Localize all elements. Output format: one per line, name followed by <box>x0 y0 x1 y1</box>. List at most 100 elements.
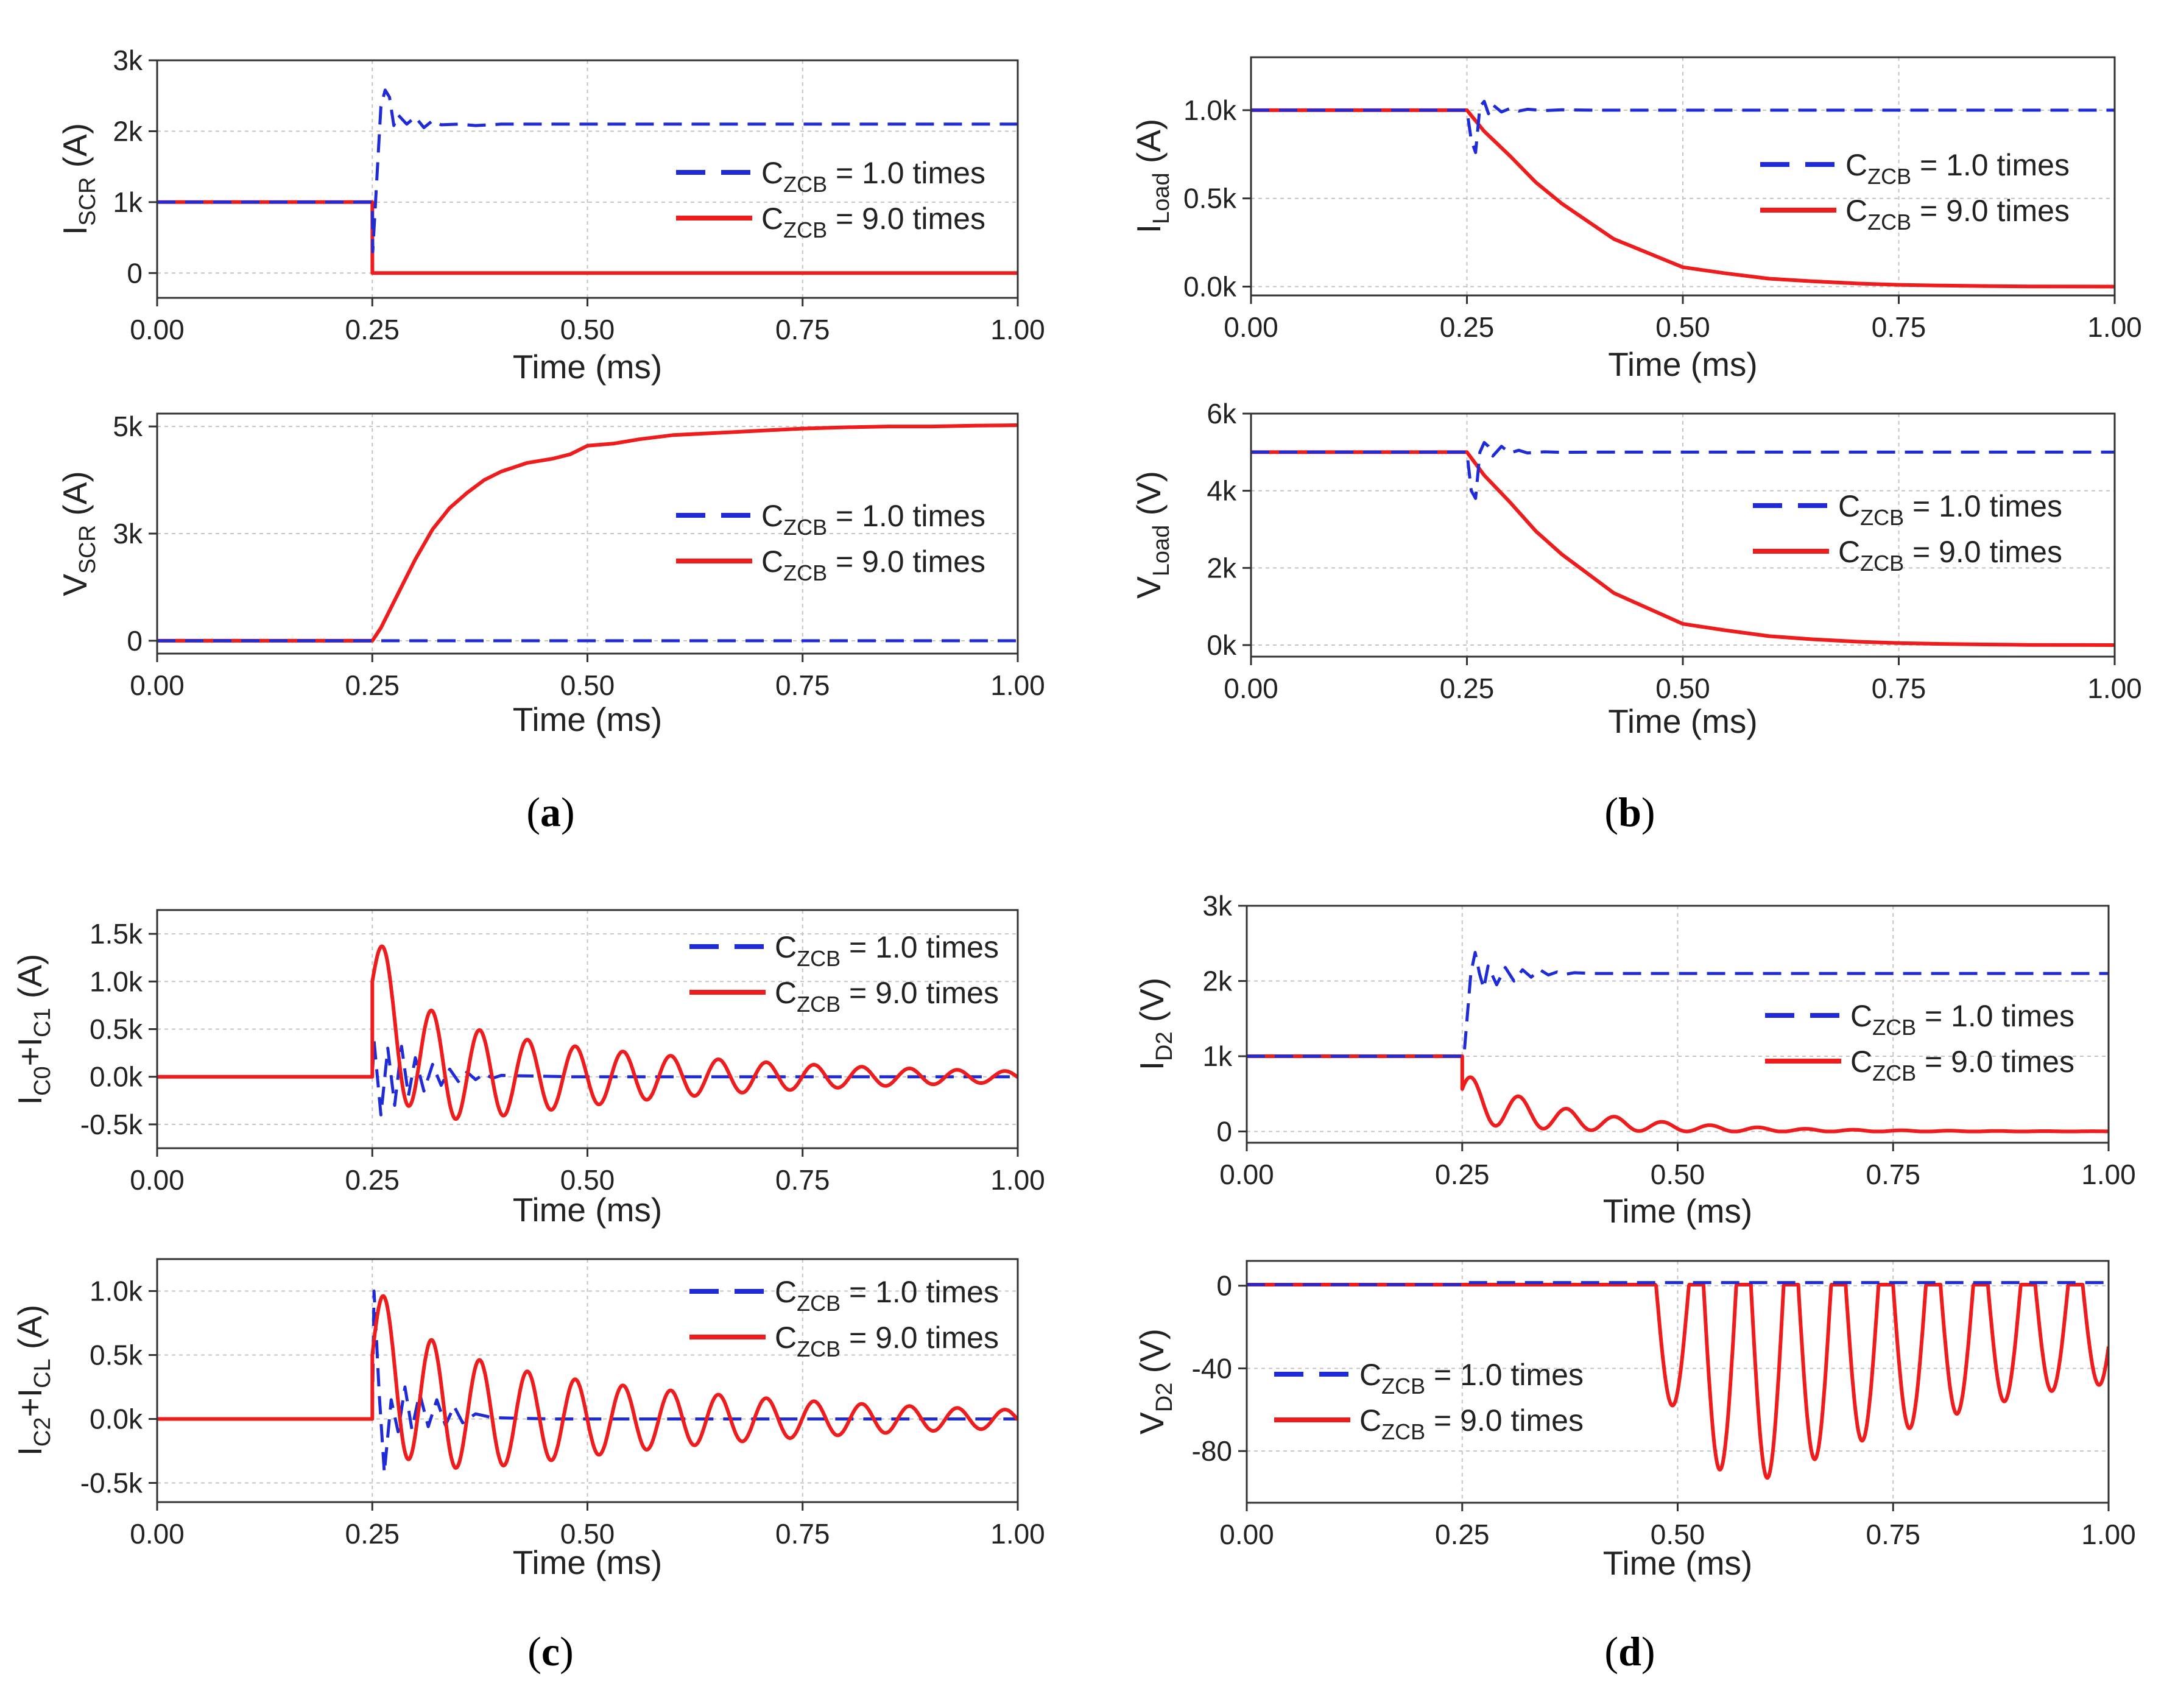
legend-label: CZCB = 1.0 times <box>1845 148 2070 189</box>
axis-ticks: 0.00 0.25 0.50 0.75 1.00 -0.5k 0.0k 0.5k 1.0k <box>80 1276 1045 1550</box>
x-tick-label: 0.50 <box>1655 672 1710 704</box>
panel-letter-b: b <box>1618 789 1641 835</box>
ylabel-suffix: (A) <box>11 954 49 1008</box>
y-axis-label: ISCR (A) <box>56 123 100 235</box>
ylabel-suffix: (A) <box>11 1305 49 1359</box>
y-tick-label: 0.0k <box>90 1061 143 1093</box>
series-group <box>1251 99 2115 289</box>
series-line-czcb-1 <box>1247 951 2109 1058</box>
x-tick-label: 0.00 <box>130 669 185 701</box>
x-axis-label: Time (ms) <box>1603 1192 1752 1230</box>
y-axis-label: VD2 (V) <box>1133 1329 1177 1435</box>
x-tick-label: 0.00 <box>1219 1519 1274 1550</box>
series-group <box>157 88 1018 275</box>
y-tick-label: 0k <box>1207 629 1237 661</box>
x-tick-label: 1.00 <box>990 1518 1045 1550</box>
series-line-czcb-9 <box>157 200 1018 275</box>
axis-ticks: 0.00 0.25 0.50 0.75 1.00 -0.5k 0.0k 0.5k 1.0k 1.5… <box>80 918 1045 1196</box>
ylabel-main: V <box>56 574 94 596</box>
x-tick-label: 0.75 <box>775 1164 830 1196</box>
legend-entry-2: CZCB = 9.0 times <box>689 1321 999 1361</box>
panel-letter-c: c <box>541 1628 560 1674</box>
legend-entry-2: CZCB = 9.0 times <box>1274 1403 1584 1444</box>
y-tick-label: 0 <box>127 625 143 657</box>
legend-label: CZCB = 9.0 times <box>775 976 999 1017</box>
x-tick-label: 0.00 <box>1224 311 1278 343</box>
x-tick-label: 0.25 <box>1435 1159 1490 1190</box>
x-tick-label: 0.75 <box>1866 1519 1920 1550</box>
chart-panel-c-top: 0.00 0.25 0.50 0.75 1.00 -0.5k 0.0k 0.5k 1.0k 1.5… <box>11 909 1045 1229</box>
series-line-czcb-9 <box>1251 108 2115 289</box>
ylabel-sub: Load <box>1149 172 1174 224</box>
y-tick-label: 3k <box>113 44 143 76</box>
x-tick-label: 0.50 <box>560 1518 615 1550</box>
x-tick-label: 0.25 <box>345 1518 400 1550</box>
legend-label: CZCB = 9.0 times <box>1845 194 2070 235</box>
y-tick-label: 1.5k <box>90 918 143 950</box>
panel-letter-a: a <box>540 789 561 835</box>
ylabel-main: V <box>1133 1412 1171 1435</box>
x-tick-label: 0.50 <box>1651 1519 1705 1550</box>
legend-entry-1: CZCB = 1.0 times <box>689 1275 999 1316</box>
legend-label: CZCB = 9.0 times <box>775 1321 999 1361</box>
y-tick-label: 0 <box>1216 1115 1232 1147</box>
series-line-czcb-1 <box>157 88 1018 253</box>
axis-ticks: 0.00 0.25 0.50 0.75 1.00 0 1k 2k 3k <box>113 44 1045 345</box>
panel-label-c: (c) <box>527 1628 574 1674</box>
series-group <box>1247 1281 2109 1480</box>
x-tick-label: 1.00 <box>990 314 1045 345</box>
x-tick-label: 1.00 <box>990 1164 1045 1196</box>
series-line-czcb-1 <box>1247 1281 2109 1286</box>
series-line-czcb-1 <box>157 1039 1018 1117</box>
y-axis-label: VLoad (V) <box>1130 471 1174 599</box>
x-tick-label: 0.25 <box>1440 311 1495 343</box>
legend-entry-1: CZCB = 1.0 times <box>1753 489 2062 530</box>
ylabel-main: V <box>1130 576 1168 599</box>
x-axis-label: Time (ms) <box>1608 702 1757 740</box>
legend-entry-1: CZCB = 1.0 times <box>689 930 999 971</box>
x-tick-label: 0.25 <box>345 1164 400 1196</box>
series-line-czcb-1 <box>157 1290 1018 1475</box>
series-group <box>157 944 1018 1121</box>
y-axis-label: IC2+ICL (A) <box>11 1305 55 1456</box>
x-tick-label: 1.00 <box>990 669 1045 701</box>
x-tick-label: 0.00 <box>130 314 185 345</box>
x-tick-label: 0.25 <box>345 669 400 701</box>
y-tick-label: 0.0k <box>1183 271 1237 303</box>
series-line-czcb-9 <box>1251 450 2115 647</box>
x-tick-label: 0.50 <box>1651 1159 1705 1190</box>
x-tick-label: 0.75 <box>1872 311 1926 343</box>
y-axis-label: IC0+IC1 (A) <box>11 954 55 1105</box>
grid-lines <box>157 414 1018 654</box>
panel-label-a: (a) <box>526 789 574 835</box>
x-tick-label: 0.75 <box>775 1518 830 1550</box>
x-tick-label: 0.25 <box>1435 1519 1490 1550</box>
x-tick-label: 0.00 <box>130 1164 185 1196</box>
series-line-czcb-9 <box>1247 1283 2109 1480</box>
legend: CZCB = 1.0 times CZCB = 9.0 times <box>1760 148 2070 235</box>
ylabel-main: I <box>1130 224 1168 233</box>
x-tick-label: 0.75 <box>1866 1159 1920 1190</box>
y-tick-label: 1k <box>113 186 143 218</box>
series-line-czcb-9 <box>157 423 1018 643</box>
ylabel-main: I <box>11 1096 49 1105</box>
chart-panel-a-top: 0.00 0.25 0.50 0.75 1.00 0 1k 2k 3k Time (ms) IS… <box>56 44 1045 386</box>
legend-label: CZCB = 9.0 times <box>1359 1403 1584 1444</box>
legend-entry-2: CZCB = 9.0 times <box>1765 1045 2074 1085</box>
panel-label-b: (b) <box>1604 789 1655 835</box>
legend-label: CZCB = 1.0 times <box>775 1275 999 1316</box>
legend-label: CZCB = 1.0 times <box>761 499 985 540</box>
y-tick-label: 3k <box>1202 890 1233 922</box>
legend-entry-2: CZCB = 9.0 times <box>676 202 985 242</box>
legend-label: CZCB = 1.0 times <box>1359 1358 1584 1399</box>
ylabel-main: I <box>56 226 94 235</box>
chart-panel-c-bottom: 0.00 0.25 0.50 0.75 1.00 -0.5k 0.0k 0.5k 1.0k Ti… <box>11 1258 1045 1581</box>
ylabel-sub: D2 <box>1152 1031 1177 1061</box>
x-tick-label: 0.50 <box>560 314 615 345</box>
y-axis-label: ID2 (V) <box>1133 978 1177 1070</box>
